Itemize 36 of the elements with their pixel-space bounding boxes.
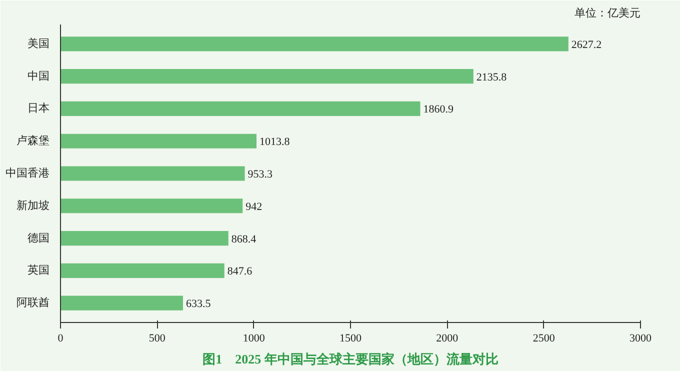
- text: 单位：亿美元: [574, 6, 640, 20]
- y-tick-label: 新加坡: [16, 198, 50, 212]
- y-tick-label: 美国: [28, 36, 50, 50]
- bar: [60, 101, 420, 116]
- x-tick-label: 3000: [630, 332, 652, 344]
- data-label: 847.6: [227, 266, 253, 278]
- bar: [60, 134, 256, 148]
- bar: [60, 69, 474, 84]
- y-tick-label: 中国香港: [6, 166, 50, 180]
- y-tick-label: 日本: [28, 102, 50, 115]
- y-tick-label: 德国: [28, 232, 50, 244]
- x-tick-label: 1500: [340, 332, 362, 344]
- data-label: 1013.8: [260, 136, 290, 148]
- data-label: 633.5: [186, 298, 212, 310]
- x-tick-label: 2000: [436, 332, 459, 344]
- bar: [60, 230, 228, 246]
- bar: [60, 296, 183, 310]
- x-tick-label: 1000: [242, 332, 266, 344]
- data-label: 942: [246, 200, 262, 213]
- x-tick-label: 2500: [532, 332, 556, 344]
- x-tick-label: 0: [58, 332, 64, 344]
- y-tick-label: 阿联酋: [16, 297, 50, 310]
- bar: [60, 166, 245, 181]
- bar: [60, 198, 243, 214]
- data-label: 1860.9: [423, 104, 454, 116]
- y-tick-label: 中国: [28, 69, 50, 82]
- x-tick-label: 500: [148, 332, 166, 344]
- bar: [60, 263, 224, 278]
- y-tick-label: 英国: [28, 264, 50, 277]
- bar: [60, 36, 568, 52]
- data-label: 2135.8: [476, 71, 508, 84]
- y-tick-label: 卢森堡: [16, 134, 50, 148]
- data-label: 868.4: [231, 233, 257, 246]
- text: 图1 2025 年中国与全球主要国家（地区）流量对比: [202, 352, 498, 366]
- data-label: 953.3: [248, 168, 274, 180]
- data-label: 2627.2: [571, 38, 602, 51]
